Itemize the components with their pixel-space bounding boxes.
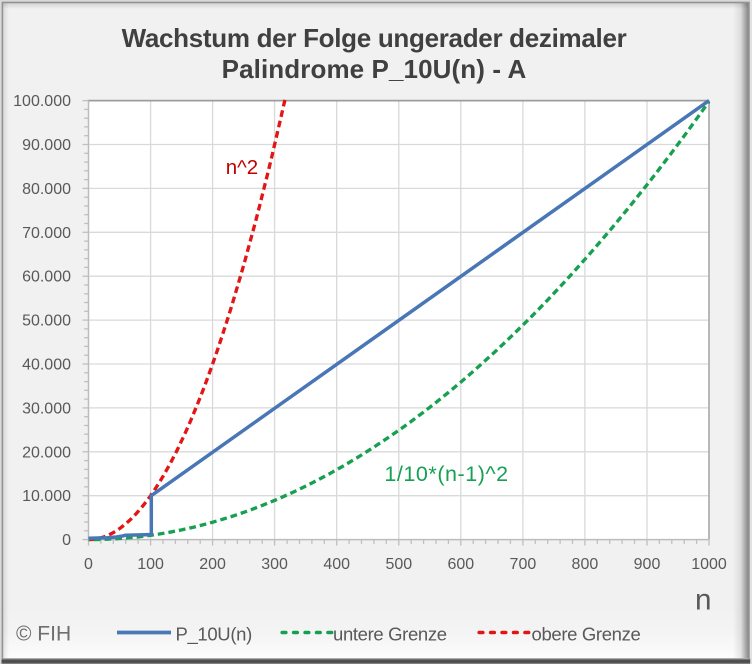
svg-text:50.000: 50.000 <box>22 313 71 330</box>
svg-text:80.000: 80.000 <box>22 181 71 198</box>
svg-text:90.000: 90.000 <box>22 137 71 154</box>
svg-text:untere Grenze: untere Grenze <box>333 623 447 644</box>
svg-text:400: 400 <box>323 556 350 573</box>
svg-text:Palindrome P_10U(n) - A: Palindrome P_10U(n) - A <box>222 54 527 84</box>
svg-text:obere Grenze: obere Grenze <box>532 623 641 644</box>
svg-text:100.000: 100.000 <box>13 93 71 110</box>
svg-text:0: 0 <box>62 532 71 549</box>
svg-text:500: 500 <box>385 556 412 573</box>
svg-text:70.000: 70.000 <box>22 225 71 242</box>
svg-text:1000: 1000 <box>691 556 727 573</box>
svg-text:n^2: n^2 <box>226 156 258 179</box>
svg-text:© FIH: © FIH <box>16 622 71 645</box>
svg-text:100: 100 <box>137 556 164 573</box>
svg-text:40.000: 40.000 <box>22 357 71 374</box>
svg-text:10.000: 10.000 <box>22 488 71 505</box>
svg-text:800: 800 <box>572 556 599 573</box>
svg-text:20.000: 20.000 <box>22 444 71 461</box>
svg-text:900: 900 <box>634 556 661 573</box>
svg-text:0: 0 <box>84 556 93 573</box>
svg-text:200: 200 <box>199 556 226 573</box>
svg-text:1/10*(n-1)^2: 1/10*(n-1)^2 <box>384 462 508 486</box>
svg-text:P_10U(n): P_10U(n) <box>176 623 253 645</box>
svg-text:700: 700 <box>510 556 537 573</box>
svg-text:60.000: 60.000 <box>22 269 71 286</box>
svg-text:600: 600 <box>447 556 474 573</box>
svg-text:n: n <box>695 584 712 617</box>
svg-text:300: 300 <box>261 556 288 573</box>
svg-text:Wachstum der Folge ungerader d: Wachstum der Folge ungerader dezimaler <box>122 23 627 53</box>
svg-text:30.000: 30.000 <box>22 400 71 417</box>
